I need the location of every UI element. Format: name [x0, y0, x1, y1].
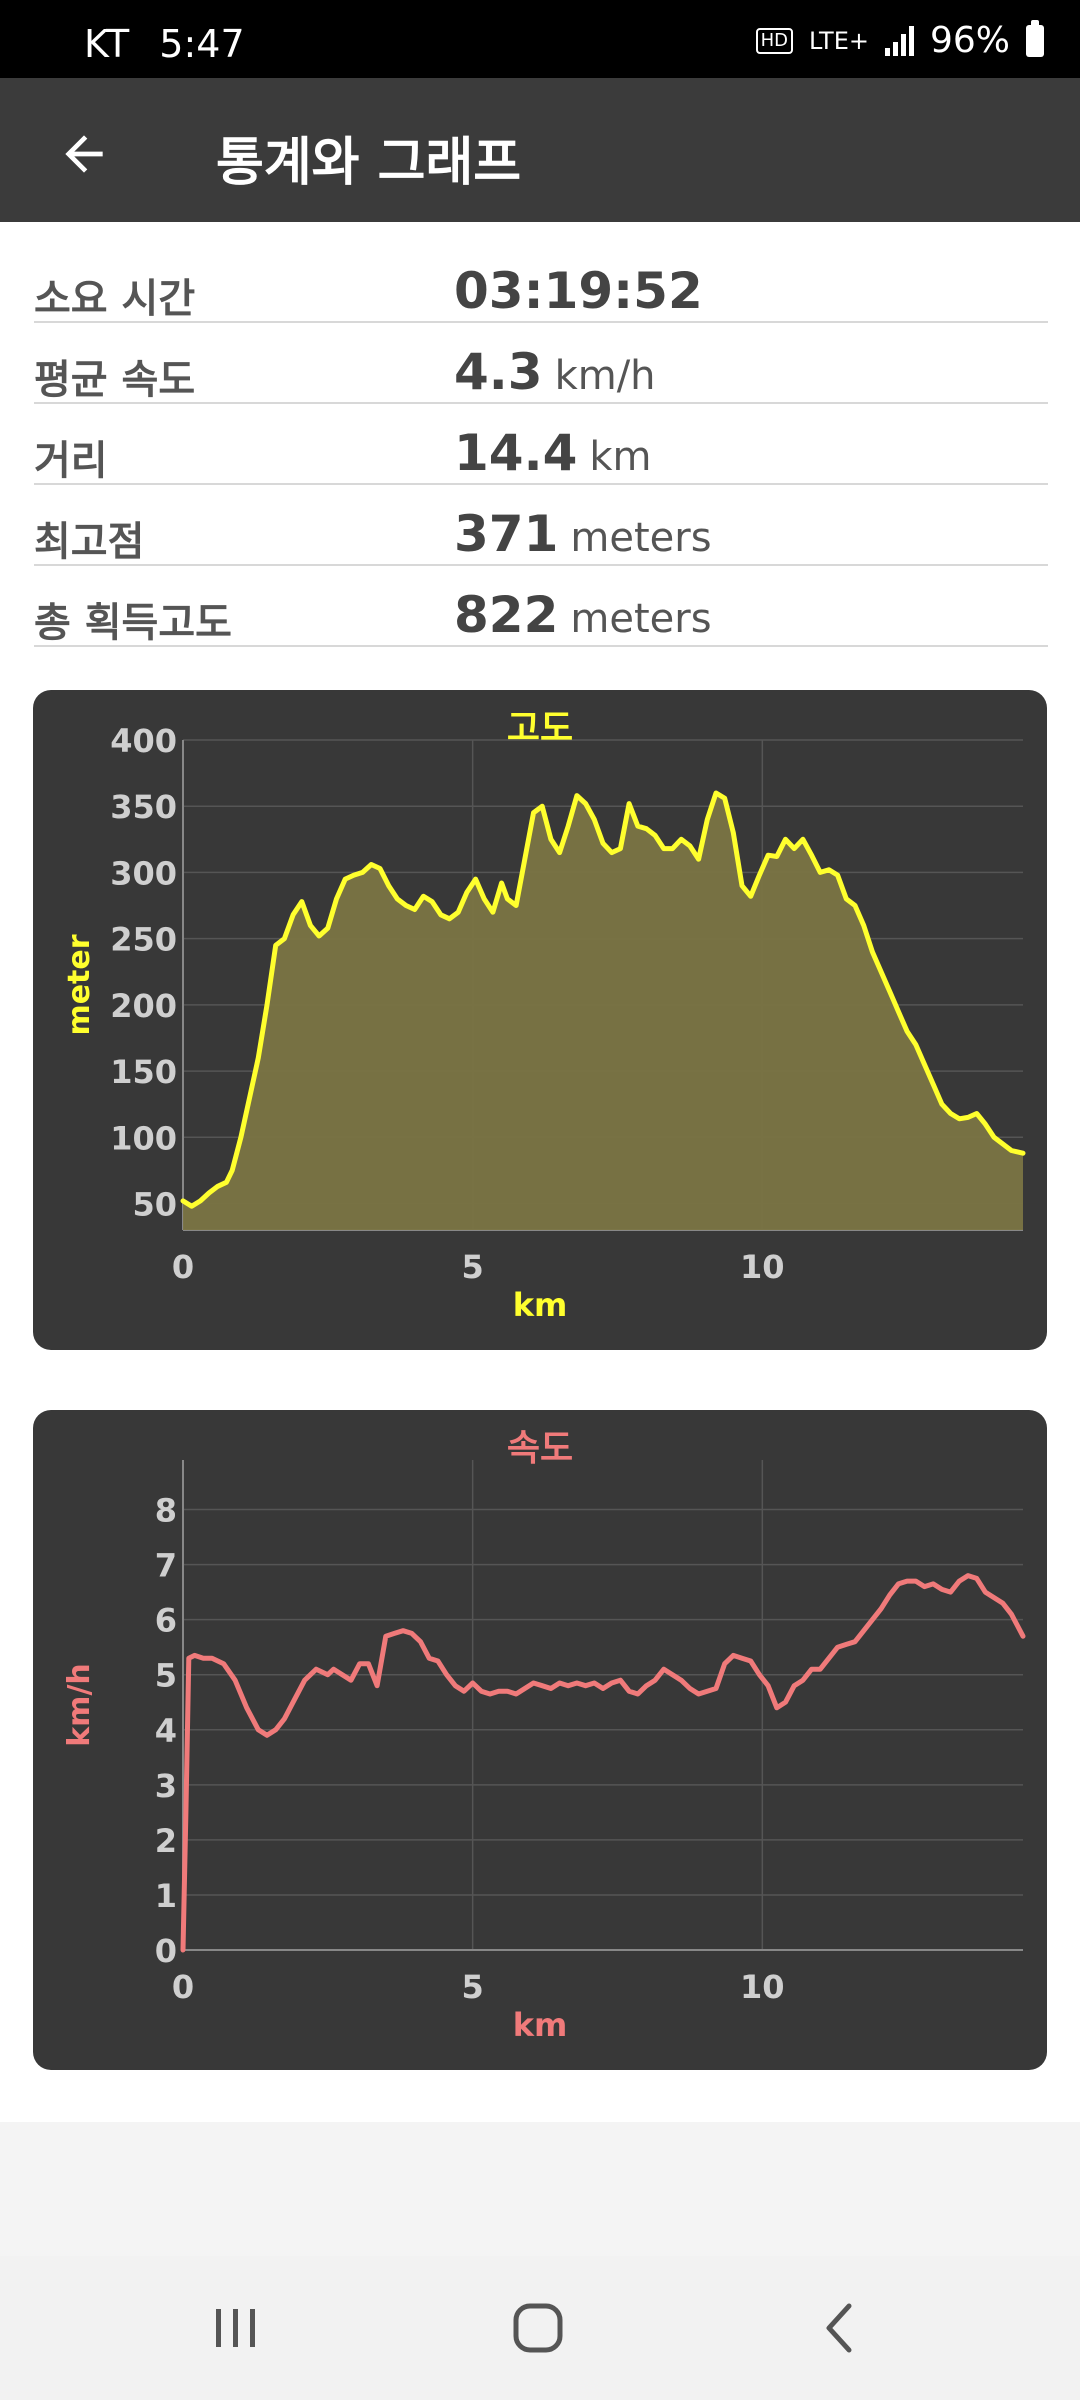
speed-chart: 0 1 2 3 4 5 6 7 8 0 5 10 속도 km km/h — [62, 1428, 1026, 2044]
x-tick-label: 10 — [740, 1248, 785, 1286]
y-tick-label: 100 — [110, 1119, 177, 1157]
stat-number: 4.3 — [454, 343, 543, 401]
y-tick-label: 3 — [155, 1767, 177, 1805]
stat-value: 03:19:52 — [454, 262, 715, 320]
series-line — [180, 1573, 1026, 1953]
y-axis-label: meter — [62, 934, 97, 1035]
stats-table: 소요 시간 03:19:52 평균 속도 4.3 km/h 거리 14.4 km 최… — [34, 242, 1048, 647]
carrier: KT — [84, 22, 130, 66]
stat-number: 03:19:52 — [454, 262, 703, 320]
x-tick-label: 10 — [740, 1968, 785, 2006]
x-tick-label: 5 — [462, 1968, 484, 2006]
y-axis-label: km/h — [62, 1663, 97, 1747]
back-button[interactable] — [46, 116, 122, 192]
clock: 5:47 — [159, 22, 245, 66]
status-bar: KT 5:47 HD LTE+ 96% — [0, 0, 1080, 78]
x-axis-label: km — [513, 2006, 568, 2044]
stat-label: 최고점 — [34, 519, 145, 565]
y-tick-label: 150 — [110, 1053, 177, 1091]
stat-label: 총 획득고도 — [34, 600, 232, 646]
y-tick-label: 400 — [110, 722, 177, 760]
stat-label: 거리 — [34, 438, 108, 484]
app-bar: 통계와 그래프 — [0, 78, 1080, 222]
stats-content: 소요 시간 03:19:52 평균 속도 4.3 km/h 거리 14.4 km 최… — [0, 222, 1080, 2122]
y-tick-label: 5 — [155, 1657, 177, 1695]
y-tick-label: 6 — [155, 1602, 177, 1640]
stat-unit: meters — [570, 515, 712, 561]
speed-chart-card: 0 1 2 3 4 5 6 7 8 0 5 10 속도 km km/h — [33, 1410, 1047, 2070]
home-icon — [513, 2303, 563, 2353]
y-tick-label: 4 — [155, 1712, 177, 1750]
area-fill — [183, 793, 1023, 1230]
home-button[interactable] — [498, 2296, 578, 2360]
stat-number: 14.4 — [454, 424, 578, 482]
x-tick-label: 0 — [172, 1968, 194, 2006]
page-title: 통계와 그래프 — [216, 133, 522, 193]
battery-percent: 96% — [929, 20, 1010, 61]
stat-number: 371 — [454, 505, 559, 563]
recents-icon — [216, 2309, 255, 2347]
lte-icon: LTE+ — [808, 26, 869, 55]
stat-value: 822 meters — [454, 586, 712, 644]
stat-number: 822 — [454, 586, 559, 644]
chart-title: 속도 — [507, 1428, 573, 1469]
y-tick-label: 200 — [110, 987, 177, 1025]
stat-row-distance: 거리 14.4 km — [34, 404, 1048, 485]
system-back-button[interactable] — [800, 2296, 880, 2360]
back-chevron-icon — [826, 2303, 852, 2353]
status-left: KT 5:47 — [84, 22, 245, 66]
arrow-left-icon — [65, 135, 103, 173]
y-tick-label: 50 — [132, 1186, 177, 1224]
y-tick-label: 8 — [155, 1492, 177, 1530]
series-line — [180, 790, 1026, 1209]
hd-voice-icon: HD — [755, 27, 793, 54]
y-tick-label: 7 — [155, 1547, 177, 1585]
x-tick-label: 0 — [172, 1248, 194, 1286]
altitude-chart: 50 100 150 200 250 300 350 400 0 5 10 고도 km meter — [62, 708, 1026, 1324]
x-axis-label: km — [513, 1286, 568, 1324]
status-right: HD LTE+ 96% — [755, 19, 1044, 61]
stat-value: 371 meters — [454, 505, 712, 563]
stat-unit: km/h — [554, 353, 656, 399]
x-tick-label: 5 — [462, 1248, 484, 1286]
stat-row-duration: 소요 시간 03:19:52 — [34, 242, 1048, 323]
altitude-chart-card: 50 100 150 200 250 300 350 400 0 5 10 고도 km meter — [33, 690, 1047, 1350]
y-tick-label: 0 — [155, 1932, 177, 1970]
stat-row-max-altitude: 최고점 371 meters — [34, 485, 1048, 566]
y-tick-label: 2 — [155, 1822, 177, 1860]
chart-title: 고도 — [507, 708, 573, 749]
signal-icon — [884, 25, 914, 56]
stat-row-total-ascent: 총 획득고도 822 meters — [34, 566, 1048, 647]
stat-unit: km — [589, 434, 652, 480]
y-tick-label: 350 — [110, 788, 177, 826]
y-tick-label: 250 — [110, 921, 177, 959]
stat-label: 소요 시간 — [34, 276, 196, 322]
recents-button[interactable] — [196, 2296, 276, 2360]
stat-label: 평균 속도 — [34, 357, 196, 403]
stat-value: 14.4 km — [454, 424, 652, 482]
battery-icon — [1026, 19, 1044, 57]
stat-value: 4.3 km/h — [454, 343, 656, 401]
stat-row-avg-speed: 평균 속도 4.3 km/h — [34, 323, 1048, 404]
y-tick-label: 1 — [155, 1877, 177, 1915]
navigation-bar — [0, 2256, 1080, 2400]
stat-unit: meters — [570, 596, 712, 642]
y-tick-label: 300 — [110, 854, 177, 892]
